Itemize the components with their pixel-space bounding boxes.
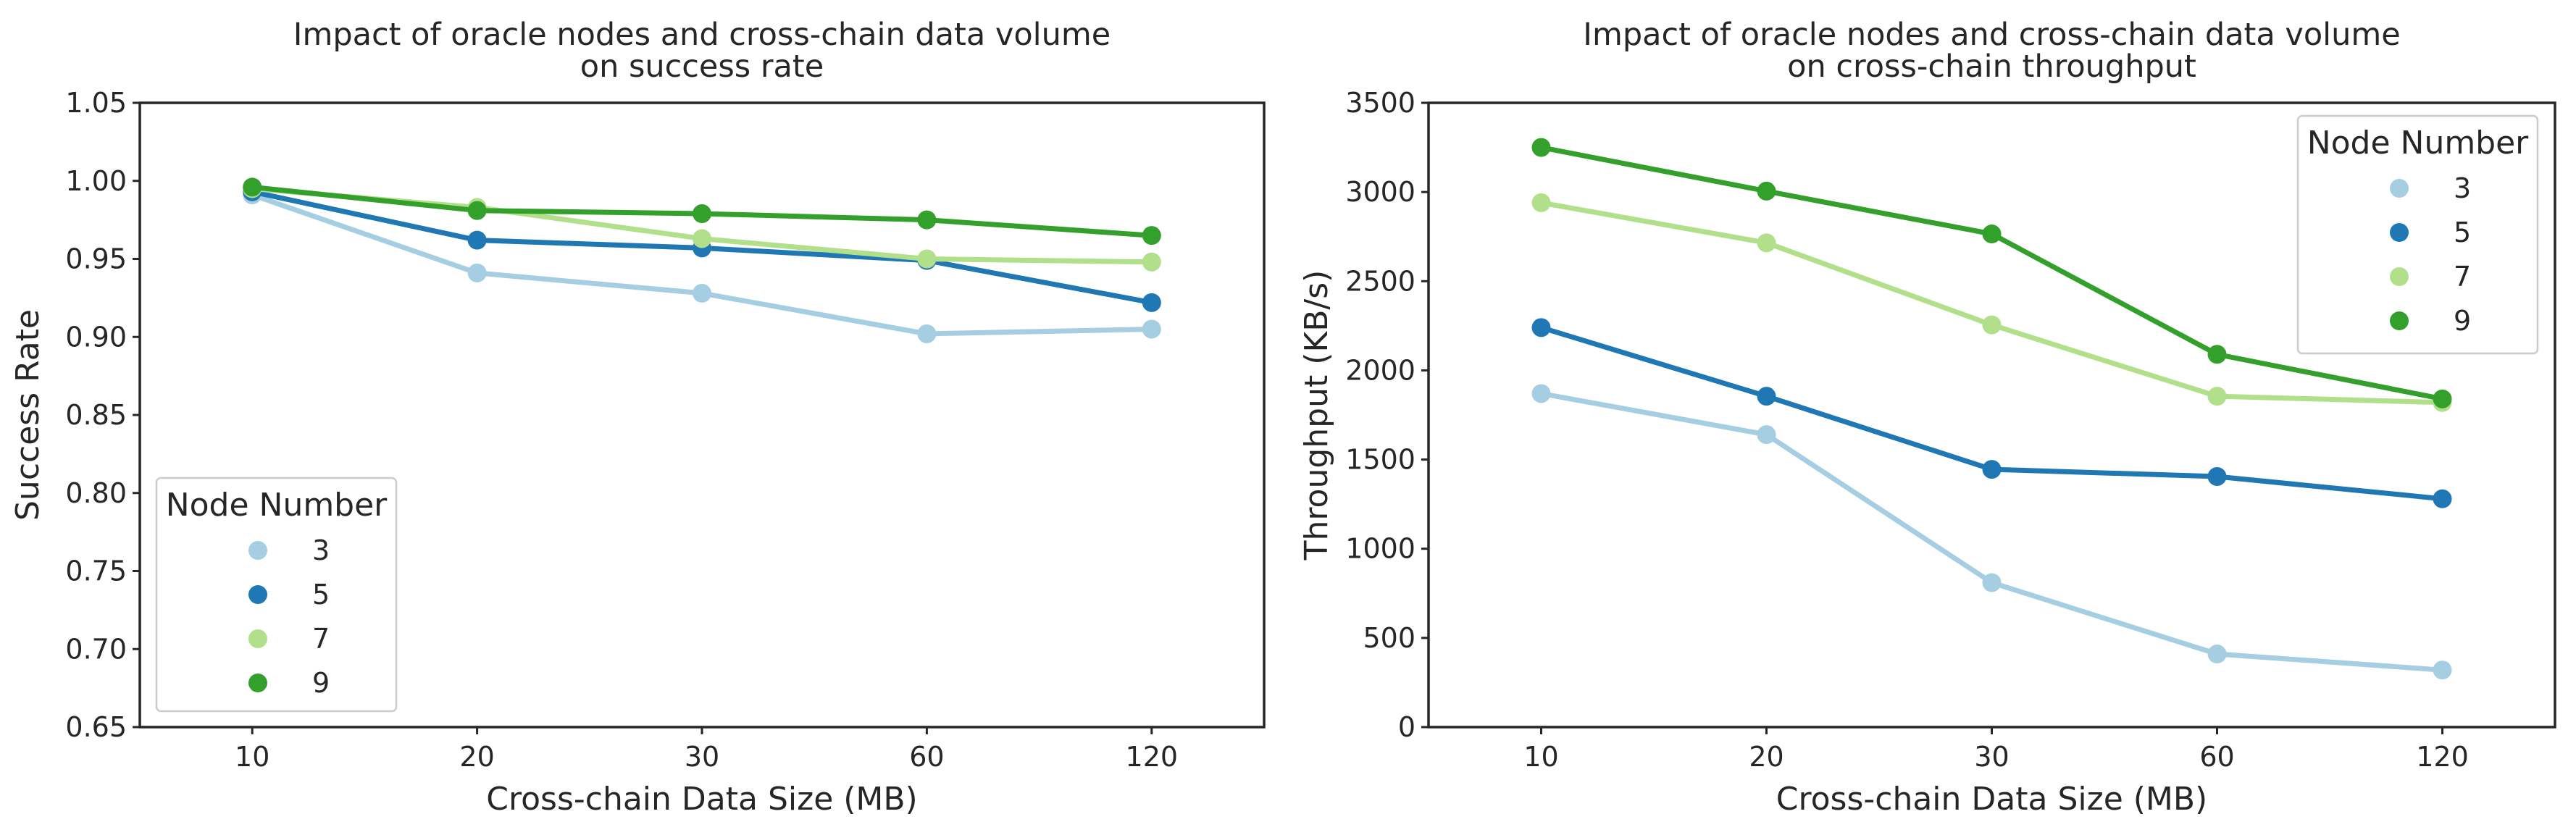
y-tick-label: 1.05 — [65, 87, 127, 119]
legend-label-9: 9 — [312, 667, 330, 699]
series-3 — [1531, 384, 2452, 680]
x-tick-label: 20 — [1749, 741, 1783, 773]
x-tick-label: 10 — [1523, 741, 1558, 773]
data-point — [467, 201, 487, 220]
legend-marker-5 — [2390, 223, 2409, 242]
y-tick-label: 0.70 — [65, 633, 127, 665]
x-tick-label: 10 — [235, 741, 269, 773]
y-tick-label: 3500 — [1345, 87, 1415, 119]
legend: Node Number 3 5 7 9 — [2296, 114, 2539, 355]
chart-2: Impact of oracle nodes and cross-chain d… — [1298, 17, 2556, 818]
data-point — [2207, 345, 2227, 364]
series-5 — [1531, 318, 2452, 508]
legend-marker-9 — [248, 674, 267, 692]
legend-label-7: 7 — [312, 623, 330, 655]
y-tick-label: 0.95 — [65, 243, 127, 275]
legend-marker-9 — [2390, 311, 2409, 330]
y-tick-label: 0.90 — [65, 321, 127, 353]
x-tick-label: 60 — [909, 741, 944, 773]
data-point — [1982, 225, 2002, 244]
legend-frame — [2296, 114, 2539, 355]
y-tick-label: 0.85 — [65, 399, 127, 431]
y-axis-label: Success Rate — [9, 309, 46, 521]
legend-marker-3 — [2390, 179, 2409, 198]
chart-title-line-2: on cross-chain throughput — [1787, 49, 2196, 85]
y-tick-label: 0 — [1398, 711, 1415, 743]
data-point — [1531, 318, 1551, 337]
data-point — [2433, 660, 2452, 680]
legend-marker-3 — [248, 541, 267, 560]
legend-marker-7 — [248, 629, 267, 648]
y-axis-label: Throughput (KB/s) — [1298, 270, 1335, 561]
y-tick-label: 500 — [1363, 622, 1415, 654]
data-point — [1531, 384, 1551, 403]
series-9 — [1531, 138, 2452, 408]
data-point — [1757, 233, 1776, 253]
chart-title-line-1: Impact of oracle nodes and cross-chain d… — [1583, 17, 2400, 53]
data-point — [243, 177, 262, 197]
legend-label-3: 3 — [2454, 172, 2471, 204]
legend-title: Node Number — [2307, 125, 2529, 161]
legend-frame — [155, 477, 398, 713]
data-point — [693, 204, 711, 224]
y-tick-label: 2500 — [1345, 265, 1415, 297]
data-point — [1531, 193, 1551, 212]
legend-marker-5 — [248, 585, 267, 604]
legend-label-5: 5 — [2454, 217, 2471, 248]
data-point — [917, 210, 937, 230]
legend-title: Node Number — [166, 487, 388, 524]
y-tick-label: 0.75 — [65, 555, 127, 587]
legend-label-5: 5 — [312, 579, 330, 610]
y-tick-label: 1000 — [1345, 533, 1415, 565]
x-tick-label: 20 — [459, 741, 494, 773]
data-point — [1757, 181, 1776, 201]
data-point — [1757, 425, 1776, 445]
data-point — [1531, 138, 1551, 157]
data-point — [917, 324, 937, 343]
legend-label-3: 3 — [312, 534, 330, 566]
data-point — [1142, 226, 1161, 246]
data-point — [1142, 293, 1161, 312]
y-tick-label: 0.65 — [65, 711, 127, 743]
legend: Node Number 3 5 7 9 — [155, 477, 398, 713]
data-point — [2433, 389, 2452, 408]
legend-marker-7 — [2390, 267, 2409, 286]
chart-title-line-1: Impact of oracle nodes and cross-chain d… — [293, 17, 1111, 53]
data-point — [2433, 489, 2452, 508]
data-point — [1982, 315, 2002, 335]
data-point — [1982, 573, 2002, 592]
legend-label-9: 9 — [2454, 305, 2471, 337]
y-tick-label: 3000 — [1345, 176, 1415, 208]
legend-label-7: 7 — [2454, 261, 2471, 293]
x-tick-label: 120 — [2416, 741, 2469, 773]
data-point — [2207, 387, 2227, 406]
x-tick-label: 120 — [1126, 741, 1179, 773]
chart-title-line-2: on success rate — [580, 49, 824, 85]
y-tick-label: 1.00 — [65, 165, 127, 197]
data-point — [1142, 319, 1161, 339]
chart-1: Impact of oracle nodes and cross-chain d… — [9, 17, 1266, 818]
x-axis-label: Cross-chain Data Size (MB) — [1776, 781, 2207, 818]
x-tick-label: 30 — [685, 741, 719, 773]
data-point — [693, 229, 711, 248]
data-point — [1982, 460, 2002, 479]
data-point — [917, 249, 937, 269]
x-tick-label: 60 — [2199, 741, 2234, 773]
data-point — [467, 230, 487, 250]
series-9 — [243, 177, 1161, 246]
series-line-3 — [1539, 390, 2445, 673]
y-tick-label: 0.80 — [65, 477, 127, 509]
x-axis-label: Cross-chain Data Size (MB) — [486, 781, 917, 818]
x-tick-label: 30 — [1974, 741, 2009, 773]
data-point — [467, 263, 487, 282]
data-point — [2207, 466, 2227, 486]
y-tick-label: 2000 — [1345, 354, 1415, 386]
data-point — [2207, 645, 2227, 664]
data-point — [693, 283, 711, 303]
data-point — [1757, 387, 1776, 406]
y-tick-label: 1500 — [1345, 444, 1415, 476]
data-point — [1142, 252, 1161, 272]
